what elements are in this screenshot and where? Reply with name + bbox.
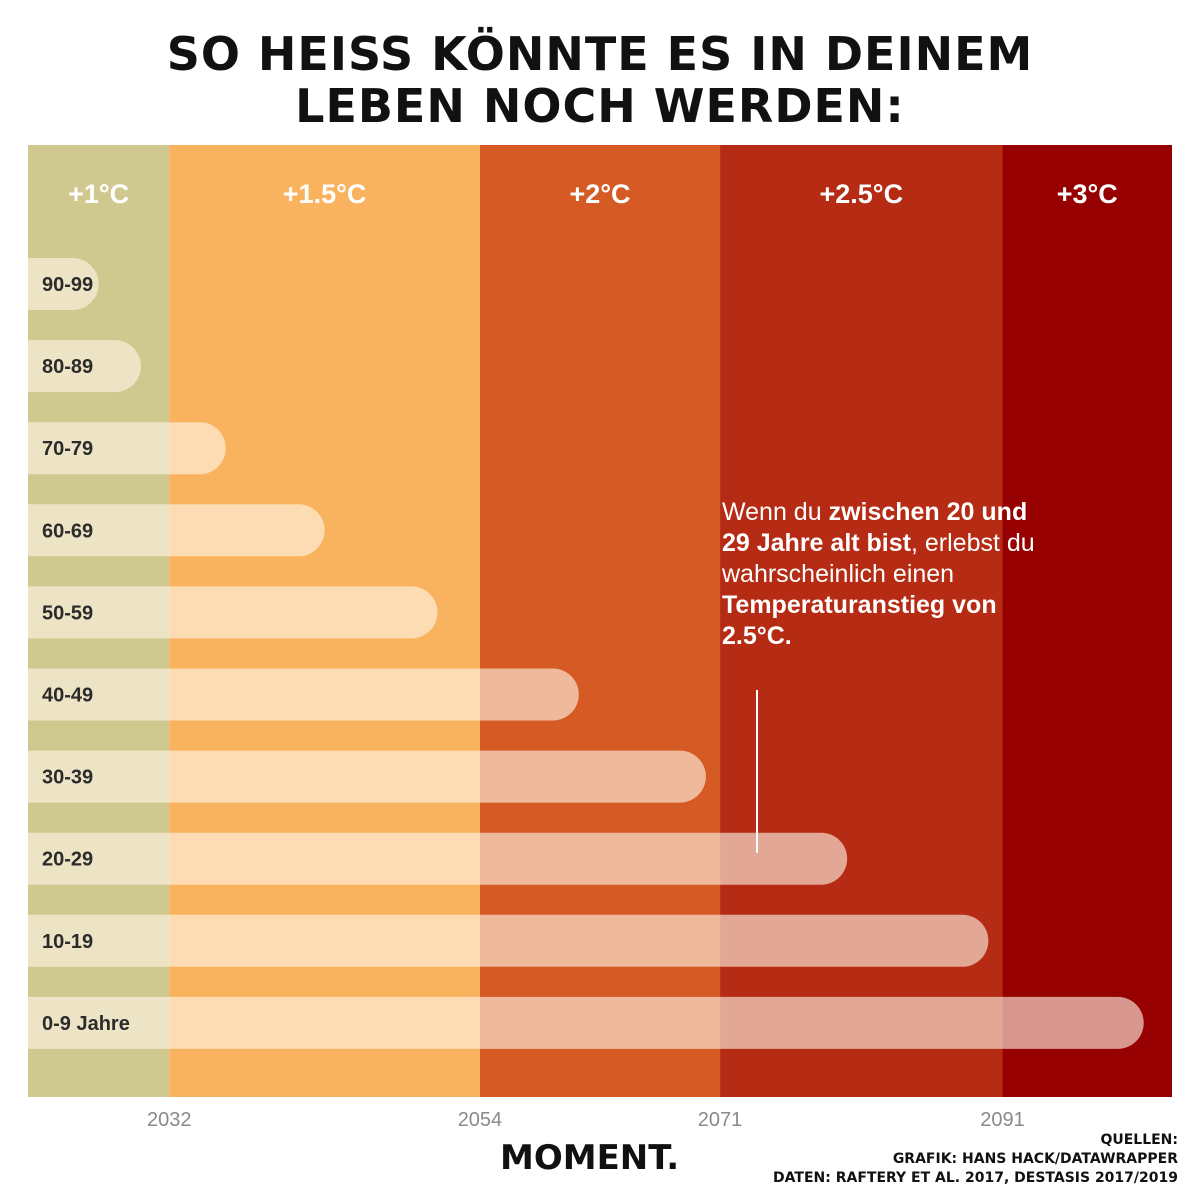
age-label-2: 70-79	[42, 438, 93, 460]
bar-7	[28, 832, 848, 885]
bar-8	[28, 914, 989, 967]
bar-2	[28, 422, 226, 475]
moment-logo: MOMENT.	[500, 1138, 679, 1178]
tick-label-2: 2071	[698, 1109, 743, 1131]
tick-label-3: 2091	[980, 1109, 1025, 1131]
band-label-3: +2.5°C	[819, 179, 903, 209]
annotation-bold-2: Temperaturanstieg von 2.5°C.	[722, 591, 997, 650]
sources-data: DATEN: RAFTERY ET AL. 2017, DESTASIS 201…	[773, 1170, 1178, 1186]
sources-graphic: GRAFIK: HANS HACK/DATAWRAPPER	[892, 1151, 1178, 1167]
annotation-text: Wenn du zwischen 20 und 29 Jahre alt bis…	[722, 497, 1042, 652]
annotation-text-1: Wenn du	[722, 498, 829, 526]
age-label-3: 60-69	[42, 520, 93, 542]
band-label-4: +3°C	[1057, 179, 1118, 209]
age-label-5: 40-49	[42, 685, 93, 707]
bar-1	[28, 340, 141, 393]
chart-title-line-1: SO HEISS KÖNNTE ES IN DEINEM	[166, 27, 1034, 81]
age-bars	[28, 258, 1144, 1049]
age-label-9: 0-9 Jahre	[42, 1013, 130, 1035]
bar-4	[28, 586, 438, 639]
age-label-1: 80-89	[42, 356, 93, 378]
sources-heading: QUELLEN:	[1100, 1132, 1178, 1148]
chart-title: SO HEISS KÖNNTE ES IN DEINEM LEBEN NOCH …	[0, 28, 1200, 132]
age-label-7: 20-29	[42, 849, 93, 871]
bar-3	[28, 504, 325, 557]
bar-5	[28, 668, 579, 721]
bar-9	[28, 996, 1144, 1049]
annotation-text-2: , erlebst du wahrscheinlich einen	[722, 529, 1035, 588]
band-label-2: +2°C	[569, 179, 630, 209]
age-label-6: 30-39	[42, 767, 93, 789]
band-label-1: +1.5°C	[283, 179, 367, 209]
tick-label-0: 2032	[147, 1109, 192, 1131]
tick-label-1: 2054	[458, 1109, 503, 1131]
age-label-8: 10-19	[42, 931, 93, 953]
age-label-4: 50-59	[42, 602, 93, 624]
band-4	[1002, 145, 1172, 1097]
annotation-bold-1: zwischen 20 und 29 Jahre alt bist	[722, 498, 1028, 557]
age-label-0: 90-99	[42, 274, 93, 296]
year-ticks: 2032 2054 2071 2091	[147, 1109, 1025, 1131]
bar-6	[28, 750, 706, 803]
bar-0	[28, 258, 99, 310]
sources: QUELLEN: GRAFIK: HANS HACK/DATAWRAPPER D…	[773, 1131, 1178, 1188]
age-labels: 90-99 80-89 70-79 60-69 50-59 40-49 30-39 20-29…	[42, 274, 130, 1035]
chart-title-line-2: LEBEN NOCH WERDEN:	[295, 79, 905, 133]
band-label-0: +1°C	[68, 179, 129, 209]
logo-text: MOMENT.	[500, 1138, 680, 1178]
